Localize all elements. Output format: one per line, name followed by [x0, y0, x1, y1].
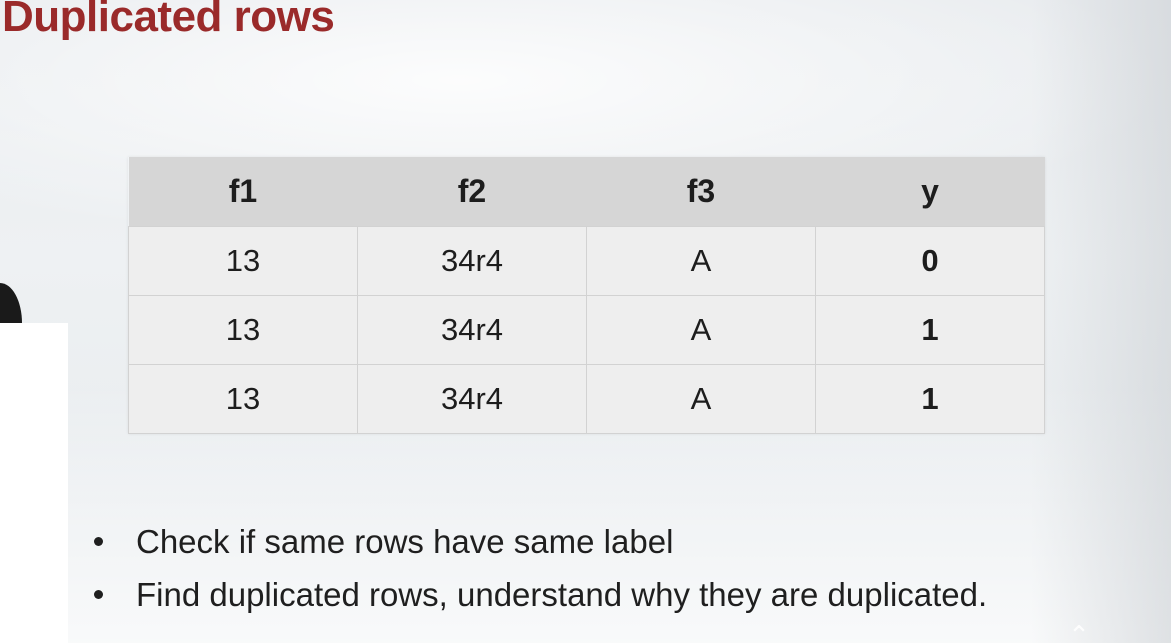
table-cell: 34r4 — [357, 295, 587, 365]
table-cell: 13 — [128, 295, 358, 365]
table-header-row: f1 f2 f3 y — [128, 157, 1045, 227]
bullet-text: Find duplicated rows, understand why the… — [136, 576, 988, 613]
column-header-f2: f2 — [357, 157, 587, 227]
column-header-y: y — [815, 157, 1045, 227]
bullet-text: Check if same rows have same label — [136, 523, 674, 560]
table-cell: 34r4 — [357, 364, 587, 434]
bullet-dot-icon — [94, 537, 103, 546]
bullet-list: Check if same rows have same label Find … — [90, 515, 987, 621]
table-row: 13 34r4 A 1 — [128, 364, 1045, 434]
table-cell: 13 — [128, 226, 358, 296]
background-right-shade — [1031, 0, 1171, 643]
white-panel — [0, 323, 68, 643]
table-cell: A — [586, 295, 816, 365]
chevron-up-icon[interactable]: ⌃ — [1068, 621, 1090, 643]
column-header-f3: f3 — [586, 157, 816, 227]
table-cell-label: 1 — [815, 364, 1045, 434]
bullet-item: Find duplicated rows, understand why the… — [90, 568, 987, 621]
table-cell: A — [586, 364, 816, 434]
slide-title: Duplicated rows — [2, 0, 335, 41]
bullet-dot-icon — [94, 590, 103, 599]
table-cell-label: 0 — [815, 226, 1045, 296]
bullet-item: Check if same rows have same label — [90, 515, 987, 568]
table-cell-label: 1 — [815, 295, 1045, 365]
data-table: f1 f2 f3 y 13 34r4 A 0 13 34r4 A 1 13 34… — [128, 157, 1045, 434]
table-cell: A — [586, 226, 816, 296]
table-cell: 13 — [128, 364, 358, 434]
table-row: 13 34r4 A 0 — [128, 226, 1045, 296]
column-header-f1: f1 — [128, 157, 358, 227]
table-row: 13 34r4 A 1 — [128, 295, 1045, 365]
table-cell: 34r4 — [357, 226, 587, 296]
